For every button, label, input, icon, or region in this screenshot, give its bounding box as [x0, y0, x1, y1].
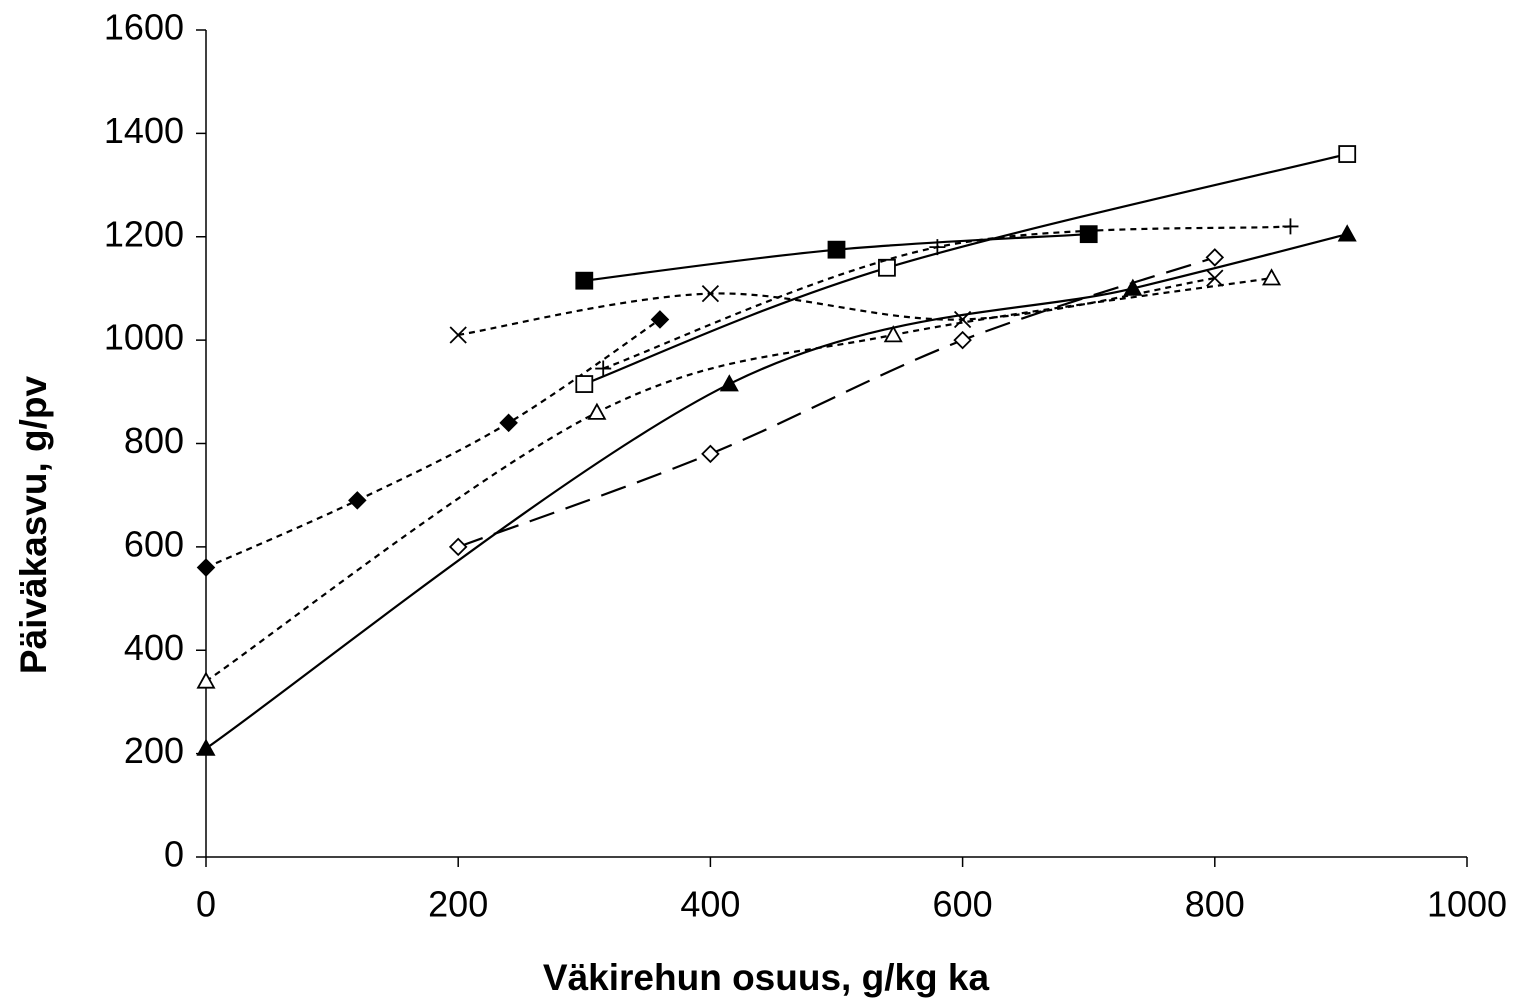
marker: [650, 310, 670, 329]
series-line: [205, 277, 1272, 683]
marker: [1282, 218, 1299, 235]
y-tick-label: 1400: [104, 110, 184, 151]
marker: [929, 239, 946, 256]
marker: [348, 491, 367, 510]
y-tick-label: 1200: [104, 213, 184, 254]
y-tick-label: 400: [124, 627, 184, 668]
marker: [953, 330, 972, 350]
x-tick-label: 0: [196, 884, 216, 925]
marker: [196, 738, 216, 756]
x-axis-label: Väkirehun osuus, g/kg ka: [543, 957, 990, 998]
series-line: [457, 256, 1216, 548]
y-tick-label: 1000: [104, 317, 184, 358]
y-tick-label: 600: [124, 523, 184, 564]
marker: [883, 325, 903, 343]
marker: [196, 671, 216, 689]
marker: [1262, 268, 1282, 286]
marker: [575, 375, 594, 393]
marker: [878, 258, 896, 277]
x-tick-label: 200: [428, 884, 488, 925]
y-tick-label: 200: [124, 730, 184, 771]
marker: [196, 558, 216, 577]
marker: [575, 271, 594, 290]
x-tick-label: 400: [680, 884, 740, 925]
marker: [499, 413, 518, 433]
marker: [701, 284, 720, 303]
series-line: [205, 318, 661, 569]
series-line: [205, 233, 1348, 750]
series-line: [458, 277, 1215, 337]
y-axis-label: Päiväkasvu, g/pv: [13, 375, 54, 674]
marker: [1206, 269, 1224, 287]
marker: [1079, 225, 1098, 244]
x-tick-label: 600: [933, 884, 993, 925]
marker: [701, 444, 720, 464]
y-tick-label: 0: [164, 834, 184, 875]
marker: [953, 310, 972, 329]
marker: [595, 360, 612, 377]
marker: [1337, 224, 1357, 242]
marker: [449, 326, 467, 344]
x-tick-label: 1000: [1427, 884, 1507, 925]
marker: [1205, 248, 1225, 267]
marker: [719, 374, 739, 392]
x-tick-label: 800: [1185, 884, 1245, 925]
marker: [1123, 278, 1143, 296]
marker: [1338, 145, 1357, 163]
marker: [448, 537, 468, 557]
marker: [827, 240, 846, 259]
series-line: [583, 152, 1348, 386]
y-tick-label: 800: [124, 420, 184, 461]
y-tick-label: 1600: [104, 7, 184, 48]
marker: [587, 402, 607, 420]
